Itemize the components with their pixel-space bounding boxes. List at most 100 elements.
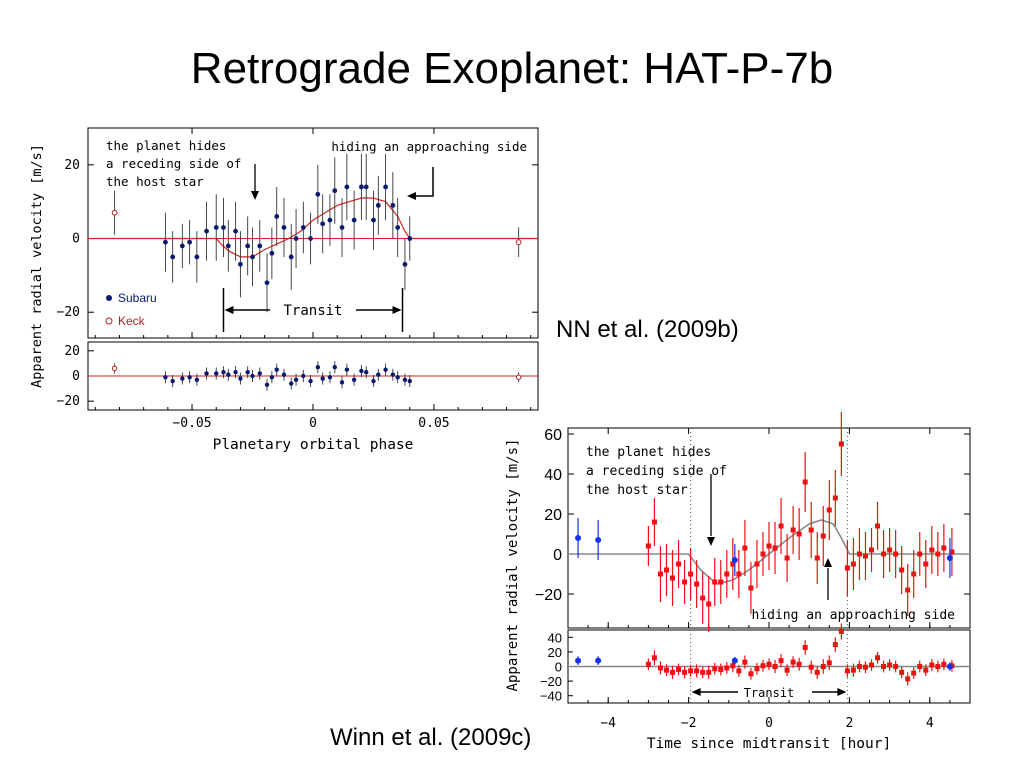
subaru-point	[163, 239, 168, 245]
red-point	[923, 561, 929, 567]
resid-y-tick-label: −20	[540, 674, 562, 689]
citation-nn: NN et al. (2009b)	[556, 316, 739, 343]
red-resid-point	[899, 669, 905, 675]
subaru-resid-point	[371, 378, 376, 384]
red-point	[772, 545, 778, 551]
red-point	[736, 571, 742, 577]
y-tick-label: 0	[72, 232, 80, 247]
red-point	[651, 519, 657, 525]
subaru-point	[358, 184, 364, 190]
red-point	[706, 601, 712, 607]
annotation-right-arrowhead	[407, 192, 416, 200]
red-point	[814, 555, 820, 561]
resid-y-tick-label: 40	[548, 630, 562, 645]
resid-y-tick-label: 0	[72, 369, 80, 384]
red-resid-point	[929, 662, 935, 668]
legend-keck-marker	[105, 317, 113, 325]
red-point	[682, 579, 688, 585]
red-resid-point	[694, 668, 700, 674]
annotation-left-line: the planet hides	[586, 445, 711, 460]
blue-point	[595, 537, 602, 543]
red-resid-point	[688, 668, 694, 674]
red-point	[881, 551, 887, 557]
red-point	[935, 551, 941, 557]
blue-resid-point	[575, 657, 582, 664]
x-tick-label: 2	[845, 716, 853, 731]
red-point	[796, 531, 802, 537]
subaru-resid-point	[344, 367, 350, 372]
annotation-right-arrow	[416, 167, 434, 197]
subaru-resid-point	[383, 367, 388, 372]
red-resid-point	[826, 660, 832, 666]
red-resid-point	[766, 661, 772, 667]
red-point	[941, 545, 947, 551]
red-resid-point	[917, 664, 923, 669]
red-point	[712, 579, 718, 585]
legend-keck-label: Keck	[118, 314, 146, 328]
transit-arrowhead-right	[392, 306, 402, 314]
red-point	[832, 495, 838, 501]
red-point	[856, 551, 862, 557]
subaru-point	[257, 243, 263, 249]
red-resid-point	[814, 669, 820, 675]
subaru-point	[225, 243, 231, 249]
x-tick-label: −0.05	[172, 416, 211, 431]
y-axis-label: Apparent radial velocity [m/s]	[29, 144, 45, 388]
red-resid-point	[754, 666, 760, 672]
subaru-resid-point	[269, 375, 275, 380]
red-point	[887, 547, 893, 553]
slide-title: Retrograde Exoplanet: HAT-P-7b	[190, 44, 834, 93]
red-point	[670, 575, 676, 581]
red-resid-point	[742, 659, 748, 665]
red-resid-point	[856, 664, 862, 669]
blue-resid-point	[595, 657, 602, 664]
subaru-resid-point	[221, 370, 226, 375]
red-point	[875, 523, 881, 529]
red-point	[905, 587, 911, 593]
subaru-point	[221, 225, 226, 230]
blue-point	[946, 555, 953, 561]
annotation-left-arrowhead	[707, 537, 715, 546]
subaru-resid-point	[359, 368, 364, 374]
red-point	[893, 551, 899, 557]
red-resid-point	[850, 667, 856, 673]
red-point	[838, 441, 844, 447]
red-point	[844, 565, 850, 571]
blue-point	[575, 535, 582, 541]
red-point	[700, 595, 706, 601]
x-tick-label: 0	[765, 716, 773, 731]
subaru-resid-point	[163, 375, 168, 380]
subaru-resid-point	[281, 372, 287, 377]
subaru-point	[383, 184, 388, 190]
subaru-resid-point	[204, 371, 209, 376]
red-resid-point	[645, 661, 651, 667]
red-point	[802, 479, 808, 485]
red-resid-point	[838, 628, 844, 634]
legend-subaru-label: Subaru	[118, 291, 157, 305]
red-point	[820, 533, 826, 539]
keck-resid-point	[111, 365, 118, 372]
subaru-resid-point	[233, 370, 238, 375]
y-tick-label: 20	[544, 507, 562, 524]
annotation-right: hiding an approaching side	[752, 608, 956, 623]
red-resid-point	[905, 676, 911, 682]
red-point	[724, 571, 730, 577]
red-point	[862, 553, 868, 559]
red-point	[869, 547, 875, 553]
subaru-point	[269, 250, 275, 256]
red-resid-point	[941, 661, 947, 667]
red-point	[688, 571, 694, 577]
keck-point	[111, 209, 118, 216]
subaru-point	[213, 225, 219, 230]
red-resid-point	[657, 665, 663, 671]
subaru-resid-point	[407, 378, 412, 384]
red-resid-point	[887, 662, 893, 668]
red-point	[766, 543, 772, 549]
subaru-point	[264, 280, 270, 286]
blue-resid-point	[946, 663, 953, 670]
red-resid-point	[911, 670, 917, 676]
subaru-point	[402, 261, 408, 267]
red-resid-point	[796, 661, 802, 667]
red-resid-point	[844, 668, 850, 674]
